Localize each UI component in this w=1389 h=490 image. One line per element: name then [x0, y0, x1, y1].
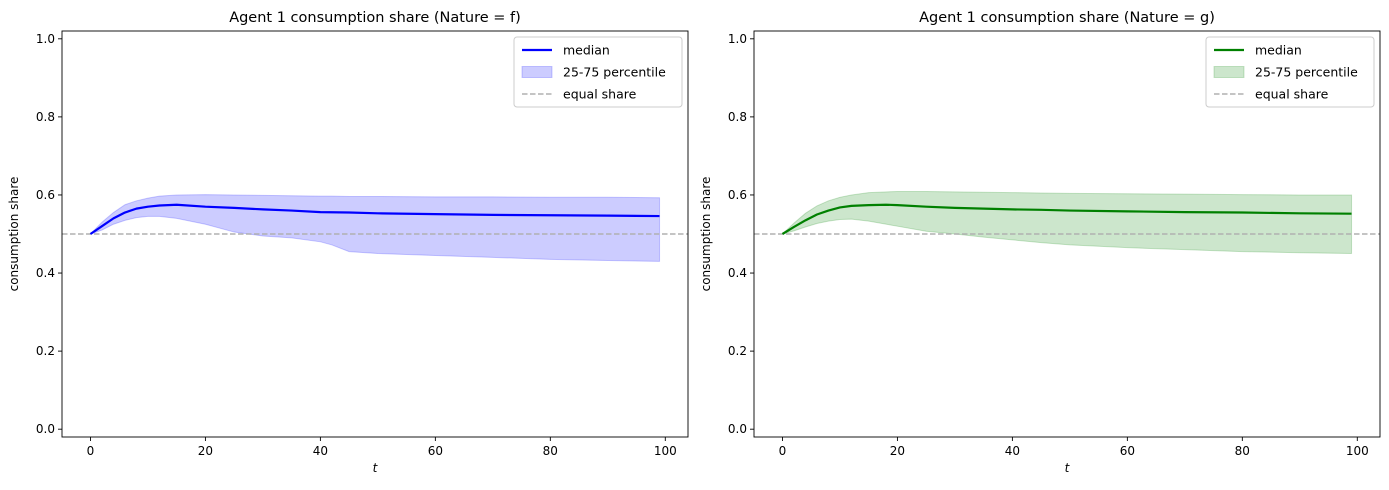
- chart-title: Agent 1 consumption share (Nature = f): [229, 10, 521, 26]
- x-tick-label: 80: [543, 444, 558, 458]
- y-axis-label: consumption share: [699, 177, 713, 292]
- legend-band-label: 25-75 percentile: [563, 65, 666, 80]
- legend-box: [513, 36, 683, 108]
- percentile-band: [90, 194, 661, 262]
- x-axis-label: t: [373, 461, 379, 475]
- legend-equal-label: equal share: [1255, 87, 1329, 102]
- x-axis-label: t: [1065, 461, 1071, 475]
- y-tick-label: 0.8: [36, 110, 55, 124]
- legend: median 25-75 percentile equal share: [513, 36, 683, 108]
- y-axis-label: consumption share: [7, 177, 21, 292]
- chart-panel-1: 0 20 40 60 80 100 0.0 0.2 0.4 0.6 0.8 1.0 Agent 1 co…: [7, 10, 689, 475]
- chart-panel-2: 0 20 40 60 80 100 0.0 0.2 0.4 0.6 0.8 1.0 Agent 1 co…: [699, 10, 1381, 475]
- y-tick-label: 0.8: [728, 110, 747, 124]
- axes-frame: [753, 30, 1381, 438]
- y-tick-label: 0.0: [36, 422, 55, 436]
- axes-frame: [61, 30, 689, 438]
- y-tick-label: 0.4: [36, 266, 55, 280]
- median-line: [781, 203, 1352, 235]
- legend-band-label: 25-75 percentile: [1255, 65, 1358, 80]
- y-tick-label: 1.0: [36, 32, 55, 46]
- legend-band-swatch: [1213, 66, 1245, 78]
- x-tick-label: 20: [198, 444, 213, 458]
- legend: median 25-75 percentile equal share: [1205, 36, 1375, 108]
- x-tick-label: 40: [313, 444, 328, 458]
- median-line: [89, 203, 660, 235]
- x-tick-label: 20: [890, 444, 905, 458]
- percentile-band: [782, 190, 1353, 255]
- chart-title: Agent 1 consumption share (Nature = g): [919, 10, 1215, 26]
- legend-box: [1205, 36, 1375, 108]
- x-tick-label: 80: [1235, 444, 1250, 458]
- y-tick-label: 0.6: [728, 188, 747, 202]
- legend-median-label: median: [563, 43, 610, 58]
- x-tick-label: 60: [1120, 444, 1135, 458]
- y-tick-label: 0.2: [36, 344, 55, 358]
- y-tick-label: 1.0: [728, 32, 747, 46]
- legend-equal-label: equal share: [563, 87, 637, 102]
- x-tick-label: 100: [1346, 444, 1369, 458]
- x-tick-label: 0: [87, 444, 95, 458]
- x-tick-label: 100: [654, 444, 677, 458]
- y-tick-label: 0.4: [728, 266, 747, 280]
- y-tick-label: 0.0: [728, 422, 747, 436]
- x-tick-label: 60: [428, 444, 443, 458]
- x-tick-label: 0: [779, 444, 787, 458]
- legend-band-swatch: [521, 66, 553, 78]
- x-tick-label: 40: [1005, 444, 1020, 458]
- legend-median-label: median: [1255, 43, 1302, 58]
- y-tick-label: 0.6: [36, 188, 55, 202]
- y-tick-label: 0.2: [728, 344, 747, 358]
